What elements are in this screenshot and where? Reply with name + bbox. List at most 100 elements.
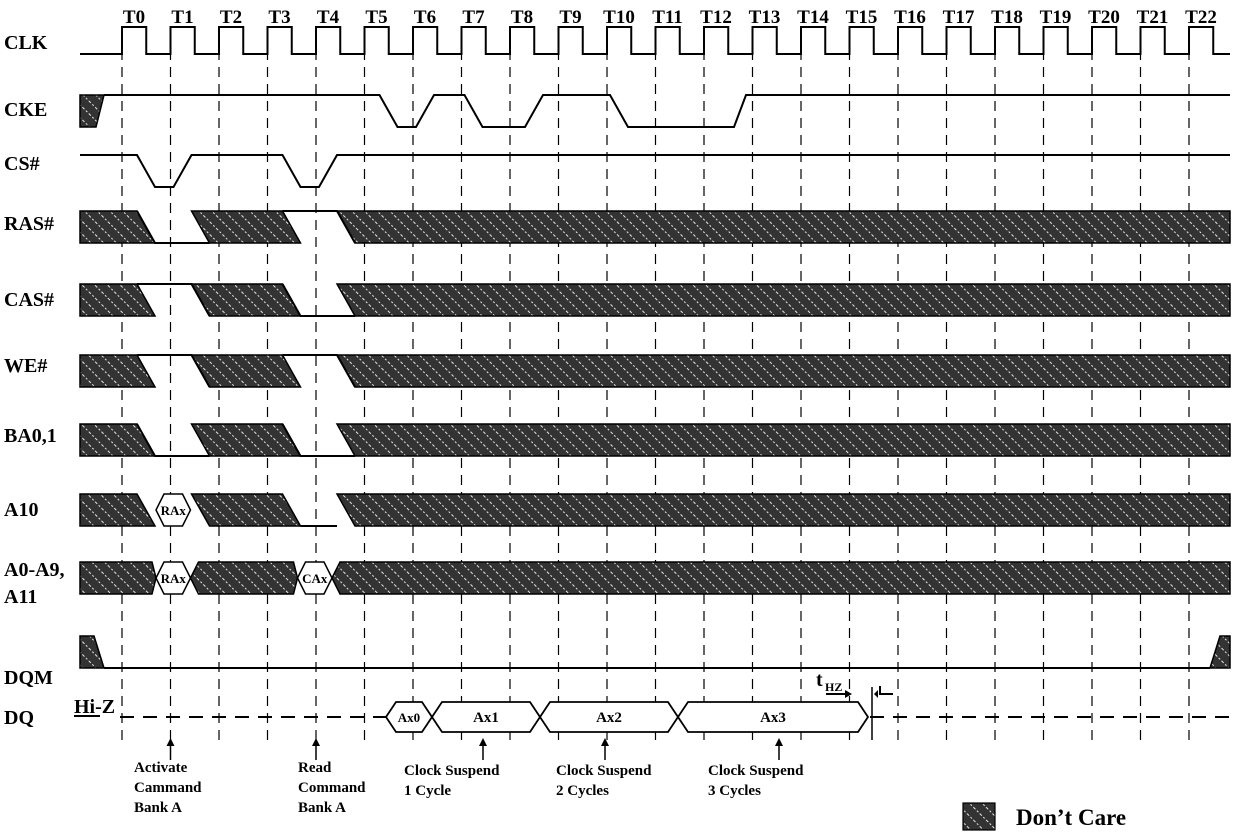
annotation-suspend1: 1 Cycle <box>404 783 451 799</box>
ras-dont-care-2 <box>190 210 302 244</box>
tick-label: T13 <box>749 7 781 28</box>
dq-cell-label-0: Ax0 <box>398 710 420 725</box>
tick-label: T7 <box>462 7 485 28</box>
thz-arrow-right-head <box>874 690 878 698</box>
tick-label: T8 <box>511 7 533 28</box>
dq-cell-label-2: Ax2 <box>596 710 622 726</box>
we-valid-1 <box>137 354 211 388</box>
we-dont-care-3 <box>335 354 1231 388</box>
tick-label: T15 <box>846 7 878 28</box>
annotation-suspend3: 3 Cycles <box>708 783 761 799</box>
annotation-suspend3: Clock Suspend <box>708 763 804 779</box>
tick-label: T17 <box>943 7 975 28</box>
annotation-read: Read <box>298 760 332 776</box>
tick-label: T20 <box>1088 7 1120 28</box>
annotation-read: Bank A <box>298 800 346 816</box>
tick-label: T2 <box>220 7 242 28</box>
tick-label: T3 <box>268 7 290 28</box>
tick-label: T9 <box>559 7 581 28</box>
cas-dont-care-1 <box>79 283 157 317</box>
a10-dont-care-1 <box>79 493 157 527</box>
cas-valid-1 <box>137 283 211 317</box>
arrowhead-suspend2 <box>601 738 609 746</box>
signal-label-dq: DQ <box>4 707 34 729</box>
ras-valid-2 <box>282 210 356 244</box>
signal-label-addr: A11 <box>4 586 37 608</box>
cke-waveform <box>104 94 1230 128</box>
dq-hiz-label: Hi-Z <box>74 696 115 718</box>
annotation-suspend2: Clock Suspend <box>556 763 652 779</box>
arrowhead-suspend3 <box>775 738 783 746</box>
thz-sub: HZ <box>825 680 842 694</box>
tick-label: T0 <box>123 7 145 28</box>
addr-dont-care-3 <box>331 561 1231 595</box>
tick-label: T1 <box>171 7 193 28</box>
annotation-read: Command <box>298 780 366 796</box>
a10-row-hex <box>155 493 192 527</box>
cs-waveform <box>80 154 1230 188</box>
cas-dont-care-3 <box>335 283 1231 317</box>
ras-valid-1 <box>136 210 210 244</box>
thz-label: t <box>816 669 823 691</box>
tick-label: T19 <box>1040 7 1072 28</box>
tick-label: T14 <box>797 7 829 28</box>
dqm-dont-care-end <box>1208 635 1231 669</box>
we-valid-2 <box>282 354 356 388</box>
signal-label-a10: A10 <box>4 499 38 521</box>
dq-cell-label-3: Ax3 <box>760 710 786 726</box>
tick-label: T4 <box>317 7 340 28</box>
arrowhead-suspend1 <box>479 738 487 746</box>
ba-valid-1 <box>136 423 210 457</box>
signal-label-cas: CAS# <box>4 289 54 311</box>
a10-dont-care-2 <box>190 493 302 527</box>
ba-dont-care-1 <box>79 423 157 457</box>
signal-label-clk: CLK <box>4 32 48 54</box>
annotation-activate: Bank A <box>134 800 182 816</box>
signal-labels: CLK CKE CS# RAS# CAS# WE# BA0,1 A10 A0-A9, A11 DQM… <box>4 32 65 729</box>
legend-swatch <box>962 802 996 831</box>
ba-valid-2 <box>281 423 355 457</box>
addr-row-label: RAx <box>161 571 187 586</box>
tick-label: T22 <box>1185 7 1217 28</box>
signal-label-we: WE# <box>4 355 47 377</box>
cke-dont-care <box>79 94 105 128</box>
clk-waveform <box>80 26 1230 55</box>
legend-label: Don’t Care <box>1016 805 1126 830</box>
ras-dont-care-1 <box>79 210 157 244</box>
dq-cell-label-1: Ax1 <box>473 710 499 726</box>
tick-label: T16 <box>894 7 926 28</box>
addr-dont-care-1 <box>79 561 157 595</box>
ras-dont-care-3 <box>335 210 1231 244</box>
arrowhead-activate <box>166 738 175 746</box>
signal-label-dqm: DQM <box>4 667 53 689</box>
tick-label: T18 <box>991 7 1023 28</box>
a10-row-label: RAx <box>161 503 187 518</box>
signal-label-ras: RAS# <box>4 213 54 235</box>
annotation-suspend1: Clock Suspend <box>404 763 500 779</box>
waveforms: RAx RAx CAx Hi-Z Ax0 Ax1 Ax2 Ax3 t HZ <box>74 26 1232 740</box>
annotation-suspend2: 2 Cycles <box>556 783 609 799</box>
signal-label-addr: A0-A9, <box>4 559 65 581</box>
tick-label: T5 <box>365 7 387 28</box>
we-dont-care-1 <box>79 354 157 388</box>
tick-label: T21 <box>1137 7 1169 28</box>
annotation-activate: Activate <box>134 760 188 776</box>
tick-label: T10 <box>603 7 635 28</box>
clock-tick-labels: T0 T1 T2 T3 T4 T5 T6 T7 T8 T9 T10 T11 T12 T13 T14 T15 T1… <box>123 7 1217 28</box>
annotation-activate: Cammand <box>134 780 202 796</box>
signal-label-ba: BA0,1 <box>4 425 57 447</box>
addr-col-hex <box>296 561 333 595</box>
dqm-dont-care-start <box>79 635 106 669</box>
ba-dont-care-3 <box>335 423 1231 457</box>
tick-label: T11 <box>652 7 683 28</box>
addr-dont-care-2 <box>189 561 299 595</box>
thz-arrow-right <box>879 686 893 695</box>
a10-dont-care-3 <box>335 493 1231 527</box>
annotations: Activate Cammand Bank A Read Command Bank A Cl… <box>134 738 804 816</box>
thz-arrow-left-head <box>845 690 852 698</box>
addr-col-label: CAx <box>302 571 328 586</box>
addr-row-hex <box>155 561 192 595</box>
arrowhead-read <box>312 738 320 746</box>
legend: Don’t Care <box>962 802 1126 831</box>
